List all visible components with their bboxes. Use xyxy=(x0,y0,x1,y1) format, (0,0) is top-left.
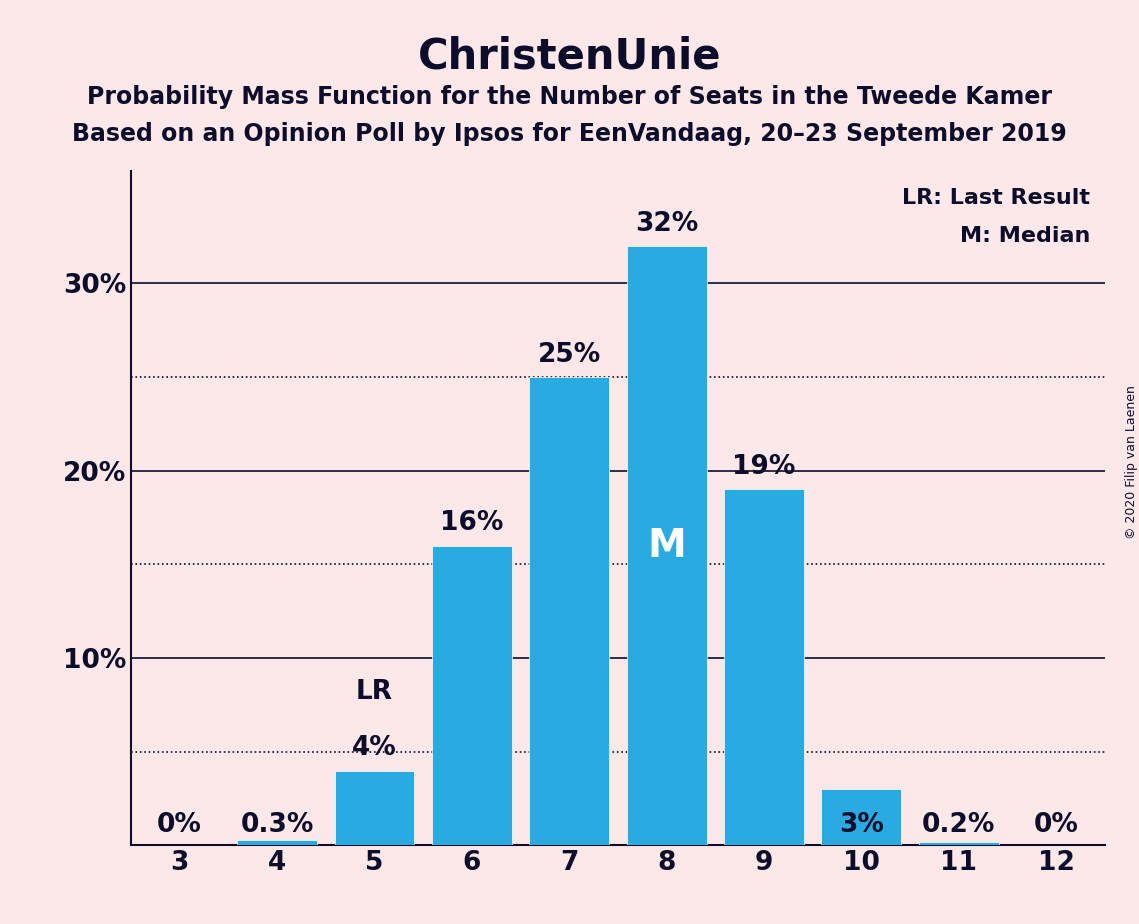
Text: © 2020 Filip van Laenen: © 2020 Filip van Laenen xyxy=(1124,385,1138,539)
Bar xyxy=(237,840,317,845)
Bar xyxy=(821,789,901,845)
Text: 0%: 0% xyxy=(1034,812,1079,838)
Text: Based on an Opinion Poll by Ipsos for EenVandaag, 20–23 September 2019: Based on an Opinion Poll by Ipsos for Ee… xyxy=(72,122,1067,146)
Text: Probability Mass Function for the Number of Seats in the Tweede Kamer: Probability Mass Function for the Number… xyxy=(87,85,1052,109)
Bar xyxy=(919,842,999,845)
Text: 19%: 19% xyxy=(732,454,796,480)
Text: 0%: 0% xyxy=(157,812,202,838)
Text: 3%: 3% xyxy=(839,812,884,838)
Text: ChristenUnie: ChristenUnie xyxy=(418,35,721,77)
Text: 32%: 32% xyxy=(634,211,698,237)
Bar xyxy=(432,546,511,845)
Text: M: Median: M: Median xyxy=(960,226,1090,247)
Text: 4%: 4% xyxy=(352,736,396,761)
Text: 25%: 25% xyxy=(538,342,601,368)
Text: 0.3%: 0.3% xyxy=(240,812,313,838)
Text: LR: Last Result: LR: Last Result xyxy=(902,188,1090,208)
Bar xyxy=(626,246,706,845)
Text: 16%: 16% xyxy=(440,510,503,536)
Bar xyxy=(335,771,415,845)
Text: M: M xyxy=(647,527,686,565)
Text: 0.2%: 0.2% xyxy=(923,812,995,838)
Bar xyxy=(724,490,804,845)
Text: LR: LR xyxy=(357,679,393,705)
Bar xyxy=(530,377,609,845)
